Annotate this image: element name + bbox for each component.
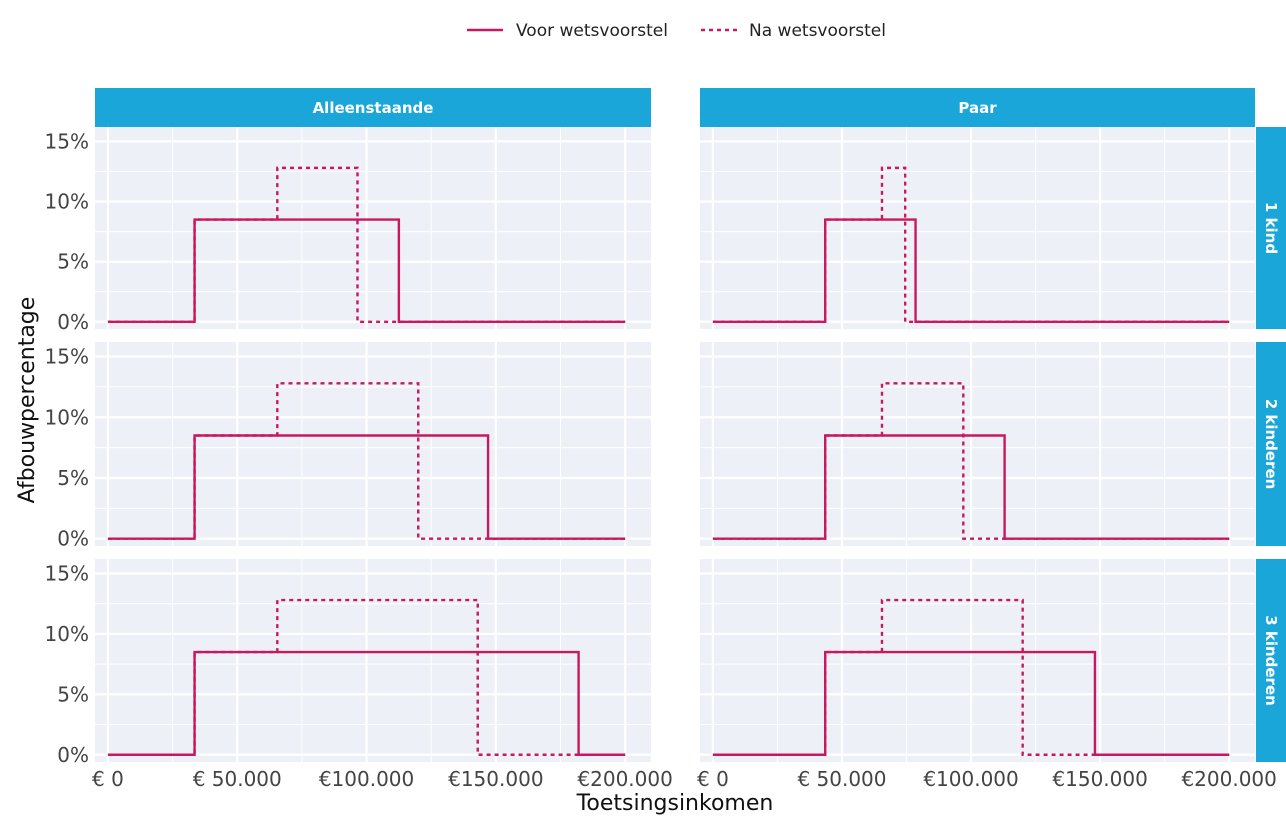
y-tick-label: 10% <box>45 622 89 646</box>
x-tick-label: €100.000 <box>319 767 414 791</box>
y-tick-label: 10% <box>45 405 89 429</box>
panel-background <box>95 127 651 329</box>
panel-background <box>95 559 651 762</box>
y-tick-label: 0% <box>57 310 89 334</box>
y-tick-label: 5% <box>57 682 89 706</box>
x-tick-label: €150.000 <box>448 767 543 791</box>
x-tick-label: €150.000 <box>1052 767 1147 791</box>
legend-label-voor: Voor wetsvoorstel <box>516 21 668 41</box>
series-line-na <box>712 598 1230 756</box>
y-tick-label: 15% <box>45 129 89 153</box>
legend-label-na: Na wetsvoorstel <box>749 21 886 41</box>
x-tick-label: € 50.000 <box>193 767 282 791</box>
column-strip <box>700 88 1255 127</box>
column-strip-label: Alleenstaande <box>313 99 434 117</box>
column-strip-label: Paar <box>958 99 997 117</box>
row-strip-label: 2 kinderen <box>1262 399 1280 490</box>
y-tick-label: 0% <box>57 527 89 551</box>
row-strip <box>1256 127 1286 329</box>
column-strip <box>95 88 651 127</box>
y-tick-label: 15% <box>45 345 89 369</box>
series-line-na <box>712 166 1230 323</box>
y-tick-label: 5% <box>57 250 89 274</box>
x-tick-label: € 0 <box>92 767 124 791</box>
panels: Alleenstaande Paar 1 kind 2 kinderen 3 kinde… <box>45 88 1286 791</box>
y-tick-label: 10% <box>45 190 89 214</box>
row-strip-label: 3 kinderen <box>1262 615 1280 706</box>
x-axis-title: Toetsingsinkomen <box>576 791 774 816</box>
legend: Voor wetsvoorstel Na wetsvoorstel <box>467 21 886 41</box>
series-line-na <box>712 382 1230 540</box>
x-tick-label: € 0 <box>697 767 729 791</box>
y-tick-label: 0% <box>57 743 89 767</box>
x-tick-label: €100.000 <box>923 767 1018 791</box>
x-tick-label: €200.000 <box>1181 767 1276 791</box>
panel-background <box>700 127 1255 329</box>
series-line-na <box>107 598 626 756</box>
series-line-na <box>107 166 626 323</box>
y-tick-label: 15% <box>45 562 89 586</box>
x-tick-label: € 50.000 <box>797 767 886 791</box>
row-strip-label: 1 kind <box>1262 202 1280 254</box>
row-strip <box>1256 342 1286 546</box>
x-tick-label: €200.000 <box>577 767 672 791</box>
series-line-voor <box>712 434 1230 540</box>
y-tick-label: 5% <box>57 466 89 490</box>
panel-background <box>700 559 1255 762</box>
y-axis-title: Afbouwpercentage <box>15 297 40 504</box>
panel-background <box>700 342 1255 546</box>
series-line-na <box>107 382 626 540</box>
panel-background <box>95 342 651 546</box>
row-strip <box>1256 559 1286 762</box>
